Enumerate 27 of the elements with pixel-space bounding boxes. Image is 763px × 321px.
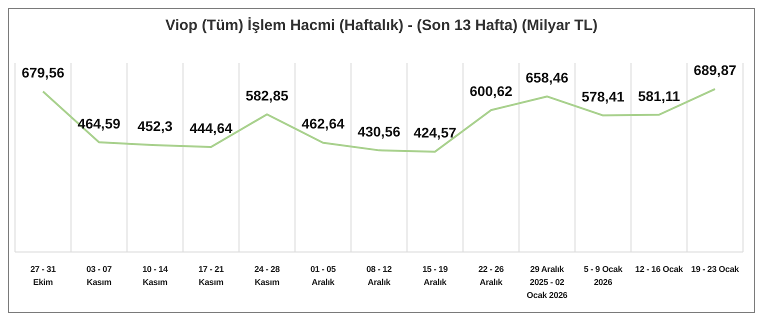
x-tick-label: 15 - 19 Aralık bbox=[422, 264, 448, 287]
x-tick-label: 03 - 07 Kasım bbox=[86, 264, 112, 287]
x-tick-label: 19 - 23 Ocak bbox=[691, 264, 740, 274]
x-tick-label: 12 - 16 Ocak bbox=[635, 264, 684, 274]
data-label: 464,59 bbox=[78, 115, 121, 132]
x-tick-label: 17 - 21 Kasım bbox=[198, 264, 224, 287]
data-label: 679,56 bbox=[22, 64, 65, 81]
x-tick-label: 22 - 26 Aralık bbox=[478, 264, 504, 287]
x-tick-label: 5 - 9 Ocak 2026 bbox=[584, 264, 623, 287]
x-tick-label: 01 - 05 Aralık bbox=[310, 264, 336, 287]
data-label: 658,46 bbox=[526, 69, 569, 86]
x-tick-label: 08 - 12 Aralık bbox=[366, 264, 392, 287]
data-label: 452,3 bbox=[137, 118, 173, 134]
data-label: 581,11 bbox=[638, 88, 680, 104]
x-tick-label: 10 - 14 Kasım bbox=[142, 264, 168, 287]
data-label: 689,87 bbox=[694, 62, 737, 78]
x-tick-label: 29 Aralık 2025 - 02 Ocak 2026 bbox=[526, 264, 568, 300]
data-label: 600,62 bbox=[470, 83, 513, 100]
data-label: 444,64 bbox=[190, 120, 233, 136]
x-tick-label: 24 - 28 Kasım bbox=[254, 264, 280, 287]
x-tick-label: 27 - 31 Ekim bbox=[30, 264, 56, 287]
data-label: 582,85 bbox=[246, 87, 289, 104]
chart-title: Viop (Tüm) İşlem Hacmi (Haftalık) - (Son 13 Hafta) (Milyar TL) bbox=[164, 16, 599, 36]
data-label: 462,64 bbox=[302, 116, 345, 132]
data-label: 424,57 bbox=[414, 124, 457, 141]
data-label: 578,41 bbox=[582, 88, 625, 104]
data-label: 430,56 bbox=[358, 123, 401, 140]
